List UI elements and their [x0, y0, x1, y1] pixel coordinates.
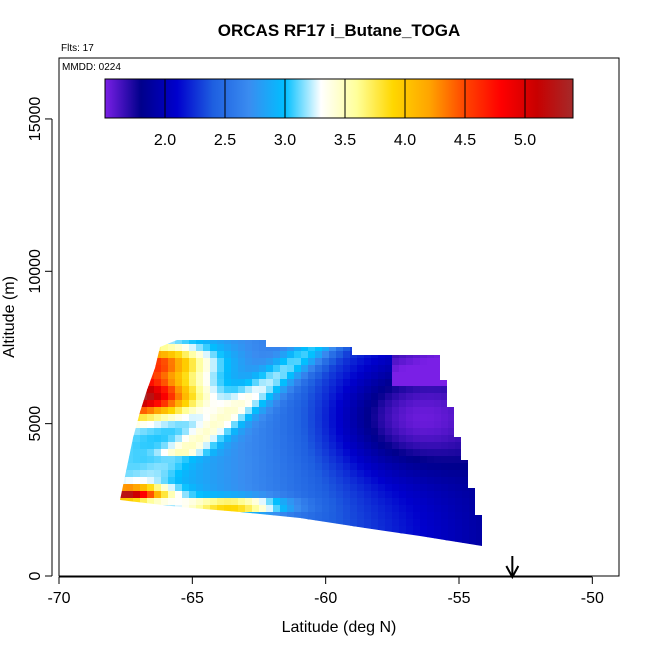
colorbar-tick-label: 4.0 — [394, 132, 416, 149]
x-tick-label: -50 — [581, 590, 604, 607]
colorbar-tick-label: 4.5 — [454, 132, 476, 149]
colorbar-tick-label: 5.0 — [514, 132, 536, 149]
x-tick-label: -60 — [314, 590, 337, 607]
y-axis: 0 5000 10000 15000 — [27, 97, 53, 580]
x-axis: -70 -65 -60 -55 -50 — [47, 576, 604, 607]
x-tick-label: -70 — [47, 590, 70, 607]
colorbar-tick-label: 3.5 — [334, 132, 356, 149]
colorbar-gradient — [104, 78, 574, 119]
colorbar-tick-label: 3.0 — [274, 132, 296, 149]
arrow-down-icon — [505, 556, 520, 580]
date-label: MMDD: 0224 — [62, 62, 121, 73]
colorbar-tick-label: 2.0 — [154, 132, 176, 149]
y-tick-label: 10000 — [27, 249, 44, 294]
x-axis-label: Latitude (deg N) — [282, 619, 397, 636]
flights-label: Flts: 17 — [61, 43, 94, 54]
x-tick-label: -65 — [181, 590, 204, 607]
y-tick-label: 0 — [27, 571, 44, 580]
colorbar: 2.0 2.5 3.0 3.5 4.0 4.5 5.0 — [104, 78, 574, 149]
y-axis-label: Altitude (m) — [1, 276, 18, 358]
y-tick-label: 5000 — [27, 406, 44, 442]
y-tick-label: 15000 — [27, 97, 44, 142]
colorbar-tick-label: 2.5 — [214, 132, 236, 149]
chart-title: ORCAS RF17 i_Butane_TOGA — [218, 21, 460, 40]
x-tick-label: -55 — [447, 590, 470, 607]
